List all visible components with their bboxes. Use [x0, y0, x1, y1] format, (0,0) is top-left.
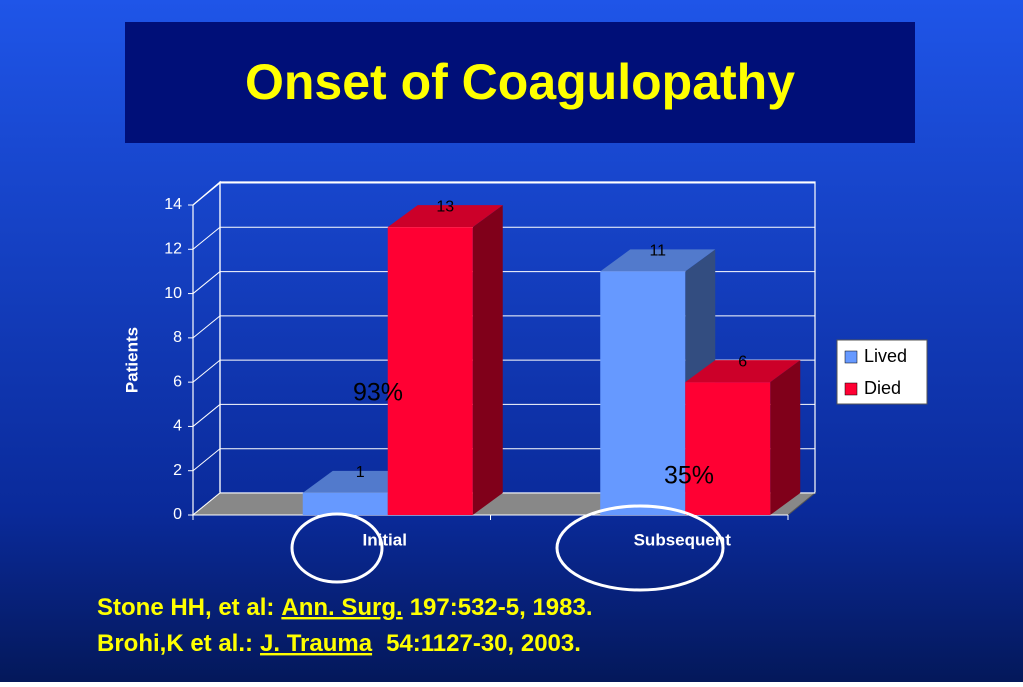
- bar: [302, 492, 388, 515]
- bar-top: [685, 360, 801, 383]
- reference-citation: 197:532-5, 1983.: [410, 594, 593, 621]
- value-label: 6: [738, 353, 747, 370]
- legend-swatch: [844, 382, 858, 396]
- legend-label: Lived: [864, 346, 907, 366]
- bar-top: [387, 205, 503, 228]
- value-label: 13: [436, 198, 454, 215]
- reference-author: Brohi,K et al.:: [97, 630, 253, 657]
- y-tick-label: 12: [164, 241, 182, 258]
- grid-line: [192, 271, 221, 294]
- title-box: [125, 22, 915, 143]
- bar: [600, 271, 686, 515]
- highlight-circle: [555, 504, 725, 592]
- y-tick-label: 0: [173, 506, 182, 523]
- bar: [387, 227, 473, 515]
- reference-author: Stone HH, et al:: [97, 594, 274, 621]
- value-label: 11: [649, 243, 666, 260]
- y-axis-label: Patients: [122, 327, 141, 393]
- reference: Stone HH, et al: Ann. Surg. 197:532-5, 198…: [97, 594, 593, 621]
- y-tick-label: 8: [173, 329, 182, 346]
- grid-line: [192, 182, 221, 206]
- bar: [685, 382, 771, 515]
- reference-journal: Ann. Surg.: [281, 594, 402, 621]
- x-tick-label: Initial: [363, 530, 407, 549]
- reference-citation: 54:1127-30, 2003.: [386, 630, 581, 657]
- x-tick-label: Subsequent: [634, 530, 732, 549]
- reference: Brohi,K et al.: J. Trauma 54:1127-30, 2003…: [97, 630, 581, 657]
- grid-line: [192, 492, 221, 516]
- legend-swatch: [844, 350, 858, 364]
- grid-line: [192, 404, 221, 427]
- y-tick-label: 6: [173, 373, 182, 390]
- annotation: 93%: [353, 379, 403, 407]
- grid-line: [192, 448, 221, 472]
- y-tick-label: 2: [173, 462, 182, 479]
- grid-line: [192, 226, 221, 250]
- plot: 0 2 4 6 8 10 12 14 1 13 Initial 11 6 Subsequent 93% 35%…: [164, 180, 928, 592]
- legend-label: Died: [864, 378, 901, 398]
- highlight-circle: [290, 512, 384, 584]
- reference-journal: J. Trauma: [260, 630, 373, 657]
- value-label: 1: [356, 464, 365, 481]
- bar-top: [600, 249, 716, 272]
- annotation: 35%: [664, 462, 714, 490]
- y-tick-label: 4: [173, 418, 182, 435]
- chart-title: Onset of Coagulopathy: [245, 54, 795, 110]
- y-tick-label: 10: [164, 285, 182, 302]
- bar-side: [770, 360, 801, 515]
- grid-line: [192, 359, 221, 383]
- y-tick-label: 14: [164, 196, 182, 213]
- grid-line: [192, 315, 221, 339]
- bar-side: [472, 205, 503, 515]
